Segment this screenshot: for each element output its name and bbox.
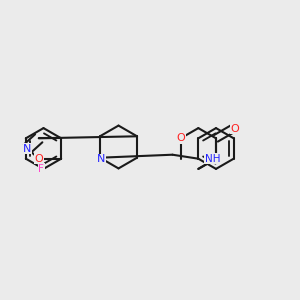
- Text: O: O: [231, 124, 240, 134]
- Text: O: O: [176, 133, 185, 143]
- Text: O: O: [34, 154, 43, 164]
- Text: F: F: [38, 164, 44, 174]
- Text: NH: NH: [205, 154, 220, 164]
- Text: N: N: [97, 154, 106, 164]
- Text: N: N: [23, 143, 32, 154]
